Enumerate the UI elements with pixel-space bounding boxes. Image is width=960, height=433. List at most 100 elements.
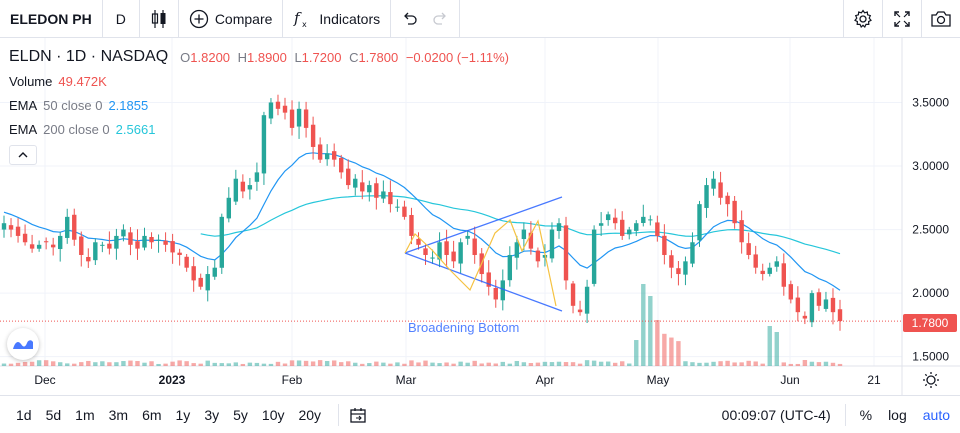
legend-collapse-button[interactable] [9,145,37,165]
candle [423,244,428,265]
legend-ema50-row[interactable]: EMA 50 close 0 2.1855 [9,93,513,117]
candle [331,143,337,167]
tradingview-logo-icon [13,340,33,349]
candle [788,280,794,304]
candle [346,159,351,190]
tradingview-logo[interactable] [7,328,39,360]
volume-bar [542,361,548,366]
candle [416,232,421,250]
undo-button[interactable] [391,0,425,38]
range-1m[interactable]: 1m [75,406,95,423]
volume-bar [760,363,765,366]
volume-bar [360,363,365,366]
range-3m[interactable]: 3m [108,406,129,423]
range-3y[interactable]: 3y [204,406,220,423]
price-axis[interactable]: 3.5000 3.0000 2.5000 2.0000 1.5000 [912,95,949,363]
volume-bar [641,284,646,366]
volume-bar [353,362,358,366]
candle [514,235,520,270]
goto-date-button[interactable] [349,406,367,424]
time-tick-label: Dec [34,373,55,387]
candle [261,111,267,185]
volume-bar [114,362,119,366]
chart-type-button[interactable] [140,0,178,38]
price-chart[interactable]: 3.5000 3.0000 2.5000 2.0000 1.5000 Dec 2023 Fe… [0,38,960,395]
plus-circle-icon [189,9,208,28]
broadening-bottom-pattern[interactable] [0,196,902,322]
calendar-goto-icon [350,407,366,423]
candle [563,216,569,290]
range-5y[interactable]: 5y [233,406,248,423]
candle [156,234,161,253]
time-tick-label: 21 [867,373,881,387]
candle [254,162,260,191]
range-10y[interactable]: 10y [261,406,285,423]
snapshot-button[interactable] [922,0,960,38]
candle [430,249,435,264]
volume-bar [8,363,14,366]
fullscreen-icon [894,11,910,27]
range-6m[interactable]: 6m [142,406,162,423]
candle [669,250,674,279]
candle [549,222,555,263]
range-1d[interactable]: 1d [16,406,32,423]
range-1y[interactable]: 1y [175,406,191,423]
legend-ema200-row[interactable]: EMA 200 close 0 2.5661 [9,117,513,141]
volume-bar [324,360,330,366]
range-20y[interactable]: 20y [298,406,322,423]
open-label: O [180,49,191,65]
volume-bar [289,360,295,366]
volume-bar [732,362,737,366]
close-label: C [349,49,359,65]
ema50-name: EMA [9,97,38,113]
candle [268,98,274,125]
candle [535,247,541,268]
volume-bar [346,361,351,366]
settings-button[interactable] [844,0,882,38]
legend-volume-row[interactable]: Volume 49.472K [9,69,513,93]
volume-bar [163,363,168,366]
candle [493,279,498,308]
fullscreen-button[interactable] [883,0,921,38]
interval-button[interactable]: D [115,10,126,27]
volume-bar [795,363,801,366]
candle [486,260,491,296]
clock-timezone[interactable]: 00:09:07 (UTC-4) [721,407,831,423]
volume-bar [683,361,688,366]
chart-legend: ELDN · 1D · NASDAQ O1.8200 H1.8900 L1.72… [9,45,513,165]
redo-button[interactable] [425,0,459,38]
percent-toggle[interactable]: % [859,407,873,423]
volume-bar [704,362,709,366]
volume-bar [275,361,281,366]
candle [100,241,105,253]
last-price-badge: 1.7800 [903,314,957,332]
compare-button[interactable]: Compare [179,0,283,38]
log-toggle[interactable]: log [888,407,907,423]
time-axis[interactable]: Dec 2023 Feb Mar Apr May Jun 21 [34,373,881,387]
candle [521,222,527,251]
candle [58,231,63,262]
volume-bar [802,360,808,366]
auto-toggle[interactable]: auto [922,407,950,423]
divider [338,403,340,426]
volume-bar [240,363,246,366]
pattern-label[interactable]: Broadening Bottom [408,320,520,335]
volume-bar [86,360,91,366]
volume-bar [50,361,56,366]
volume-bar [500,361,505,366]
divider [390,0,392,38]
volume-bar [22,362,28,366]
symbol-search[interactable]: ELEDON PH [10,10,92,27]
volume-bar [451,363,456,366]
axis-settings-button[interactable] [921,370,941,390]
volume-bar [423,360,428,366]
volume-bar [563,362,569,366]
volume-bar [753,361,758,366]
volume-bar [72,363,77,366]
legend-title[interactable]: ELDN · 1D · NASDAQ [9,48,169,65]
volume-bar [310,361,316,366]
chevron-up-icon [18,152,28,158]
range-5d[interactable]: 5d [45,406,62,423]
